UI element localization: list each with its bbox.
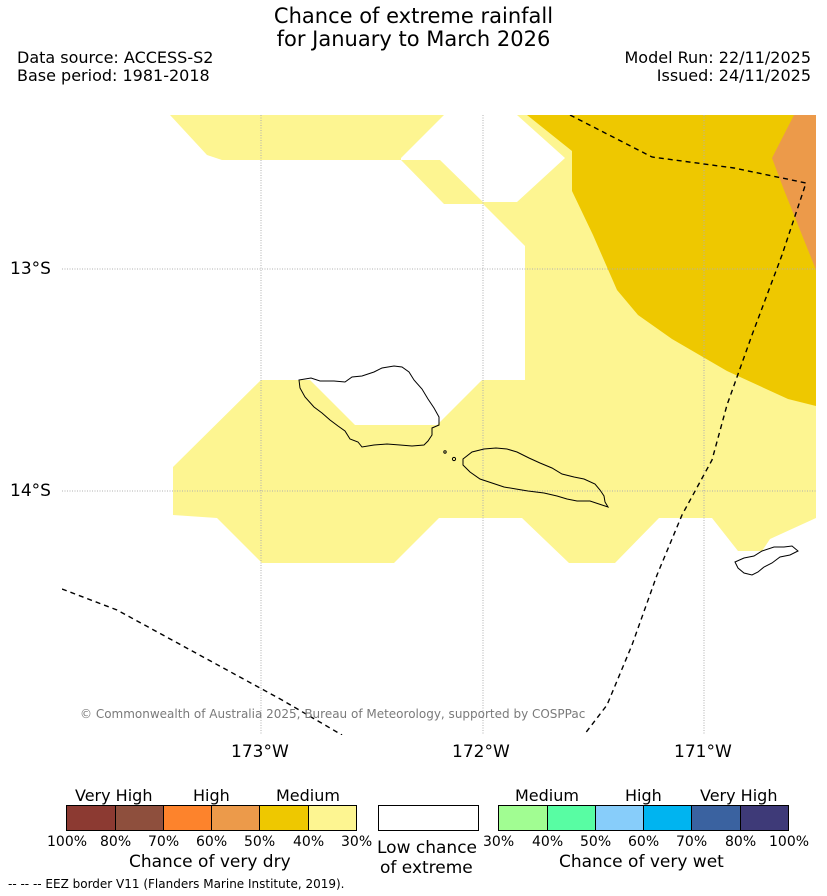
low-chance-label-2: of extreme — [380, 858, 473, 878]
eez-border-northeast — [569, 115, 807, 735]
eez-borders — [62, 115, 807, 735]
wet-caption-very-high: Very High — [700, 786, 778, 805]
wet-swatch-40-50 — [548, 806, 596, 830]
wet-tick-100: 100% — [769, 834, 810, 850]
base-period: Base period: 1981-2018 — [17, 66, 210, 85]
wet-tick-80: 80% — [725, 834, 757, 850]
savaii-island — [298, 365, 440, 448]
dry-swatch-100-80 — [67, 806, 116, 830]
coastlines — [298, 365, 799, 576]
lon-label-171w: 171°W — [674, 742, 732, 762]
dry-tick-70: 70% — [148, 834, 180, 850]
low-chance-swatch — [378, 805, 479, 831]
wet-swatch-60-70 — [644, 806, 692, 830]
wet-caption-high: High — [625, 786, 662, 805]
lat-label-14s: 14°S — [10, 481, 51, 501]
copyright-notice: © Commonwealth of Australia 2025, Bureau… — [80, 707, 586, 721]
lon-label-173w: 173°W — [231, 742, 289, 762]
apolima-islet — [443, 450, 447, 454]
wet-tick-50: 50% — [580, 834, 612, 850]
dry-tick-60: 60% — [196, 834, 228, 850]
wet-colorbar — [498, 805, 789, 831]
forecast-map — [62, 115, 816, 735]
dry-tick-100: 100% — [47, 834, 88, 850]
eez-footnote: -- -- -- EEZ border V11 (Flanders Marine… — [8, 877, 345, 891]
model-run: Model Run: 22/11/2025 — [624, 48, 812, 67]
graticule — [62, 115, 816, 735]
upolu-island — [462, 447, 610, 508]
dry-swatch-40-30 — [309, 806, 356, 830]
tutuila-island — [734, 545, 799, 576]
dry-tick-50: 50% — [244, 834, 276, 850]
wet-tick-40: 40% — [532, 834, 564, 850]
wet-legend-title: Chance of very wet — [559, 852, 724, 872]
dry-swatch-60-50 — [212, 806, 260, 830]
lon-label-172w: 172°W — [452, 742, 510, 762]
dry-tick-40: 40% — [293, 834, 325, 850]
very-high-dry-region — [772, 115, 816, 270]
dry-legend-title: Chance of very dry — [129, 852, 291, 872]
dry-swatch-50-40 — [260, 806, 309, 830]
data-source: Data source: ACCESS-S2 — [17, 48, 214, 67]
wet-swatch-80-100 — [741, 806, 788, 830]
map-title-line-2: for January to March 2026 — [276, 27, 551, 51]
high-dry-region — [527, 115, 816, 406]
dry-tick-30: 30% — [341, 834, 373, 850]
eez-border-southwest — [62, 588, 343, 735]
dry-caption-very-high: Very High — [75, 786, 153, 805]
map-title-line-1: Chance of extreme rainfall — [273, 4, 554, 28]
wet-swatch-70-80 — [692, 806, 741, 830]
dry-tick-80: 80% — [100, 834, 132, 850]
wet-tick-70: 70% — [676, 834, 708, 850]
wet-swatch-30-40 — [499, 806, 548, 830]
dry-swatch-80-70 — [116, 806, 164, 830]
low-chance-label-1: Low chance — [377, 838, 477, 858]
wet-tick-30: 30% — [483, 834, 515, 850]
dry-colorbar — [66, 805, 357, 831]
manono-islet — [451, 456, 457, 462]
lat-label-13s: 13°S — [10, 259, 51, 279]
dry-caption-medium: Medium — [276, 786, 340, 805]
wet-tick-60: 60% — [628, 834, 660, 850]
dry-caption-high: High — [193, 786, 230, 805]
dry-swatch-70-60 — [164, 806, 212, 830]
issued-date: Issued: 24/11/2025 — [656, 66, 811, 85]
wet-caption-medium: Medium — [515, 786, 579, 805]
wet-swatch-50-60 — [596, 806, 644, 830]
